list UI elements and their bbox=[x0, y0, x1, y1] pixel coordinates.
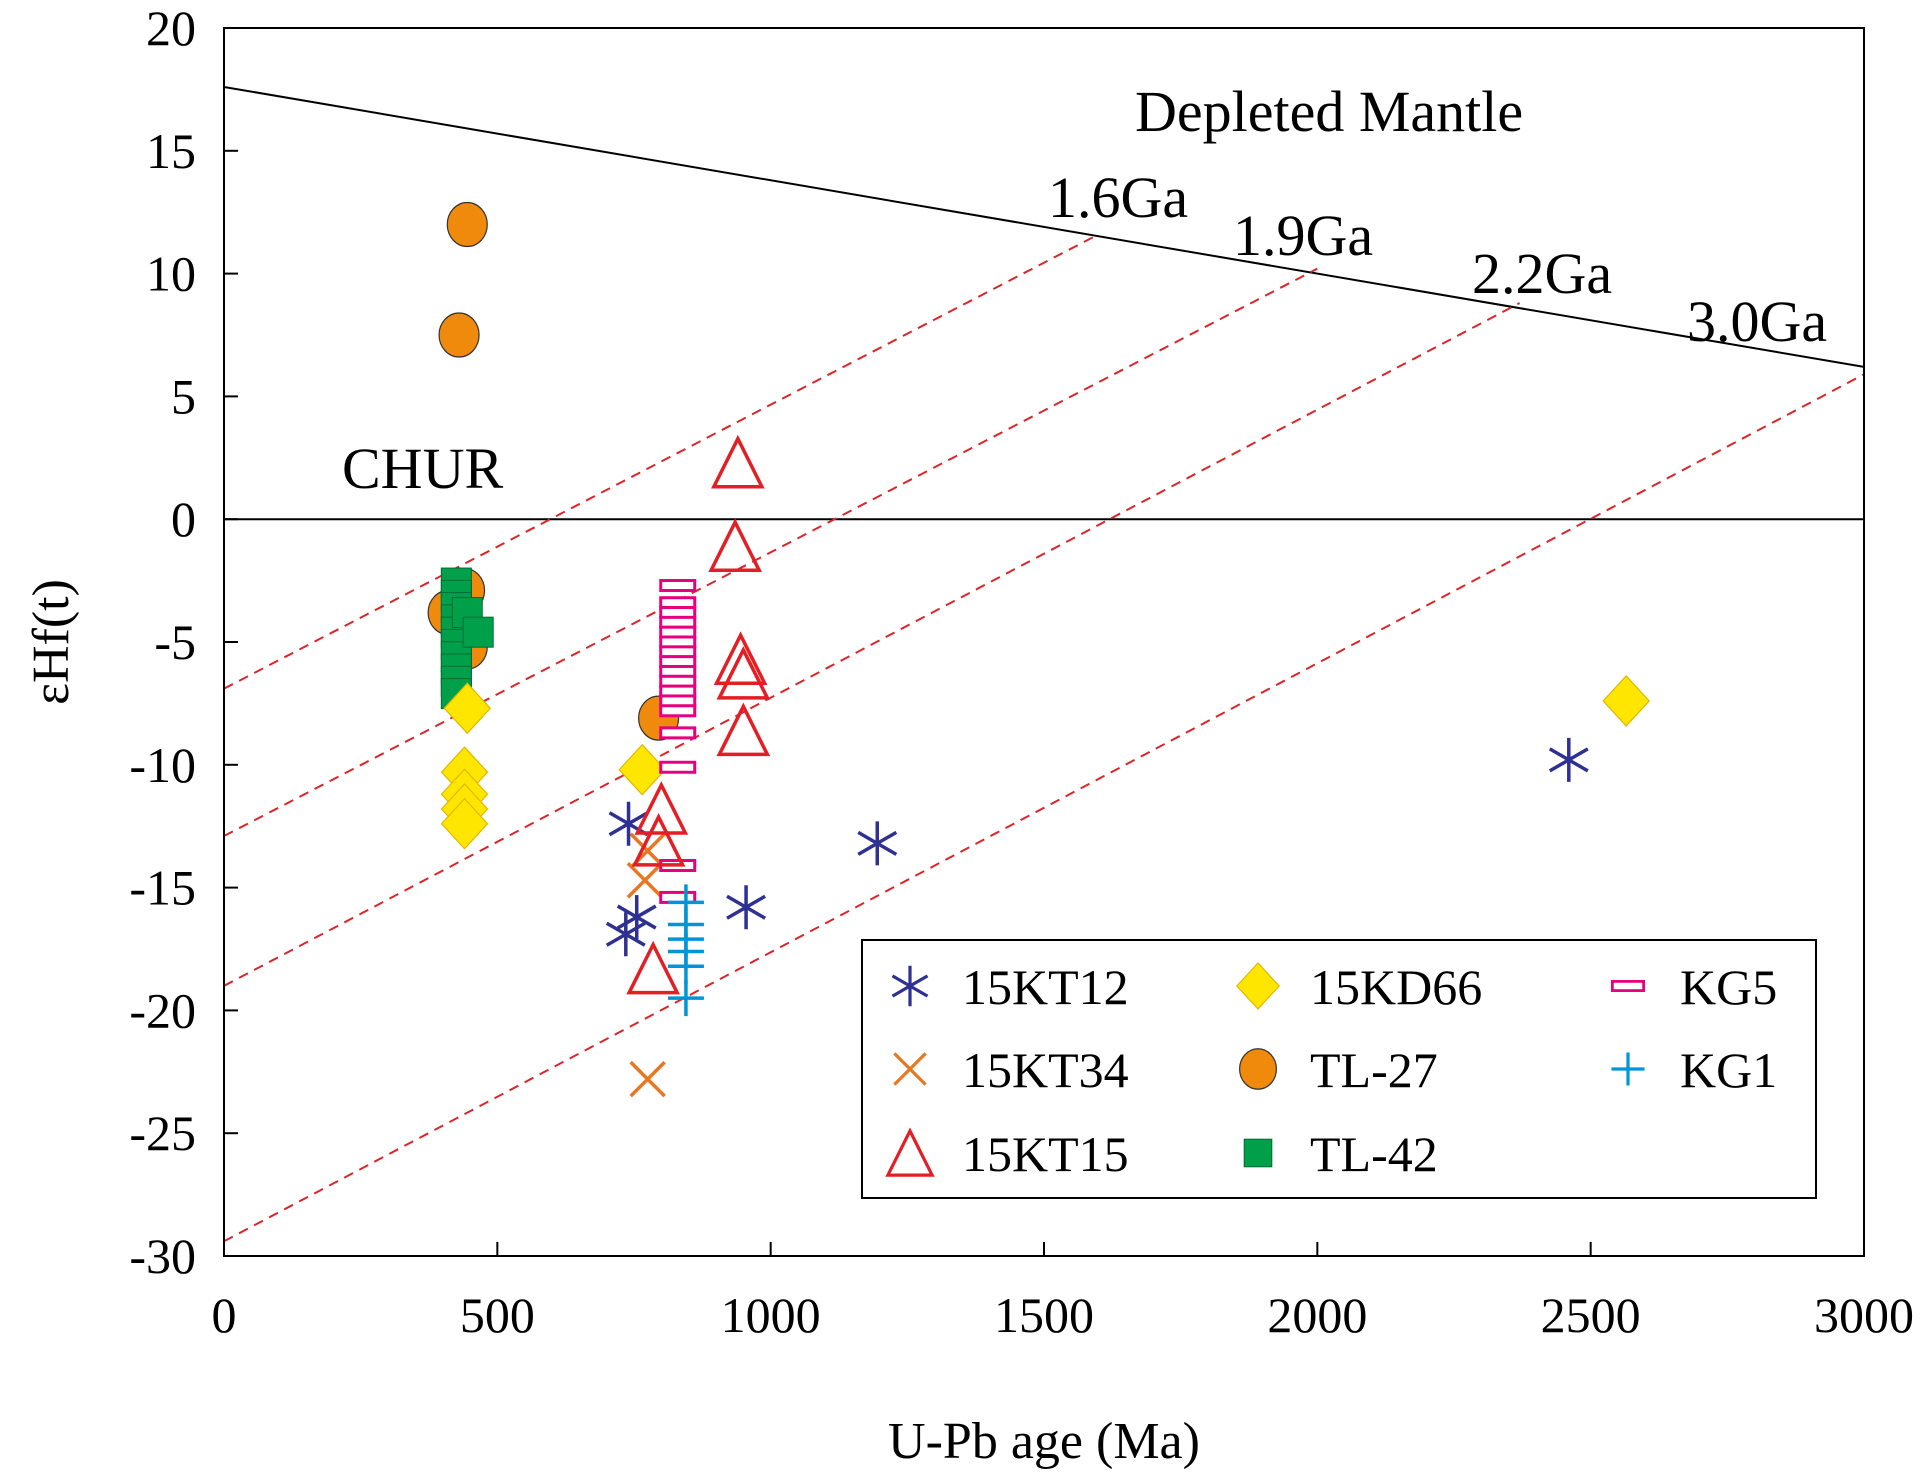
point-15kt15 bbox=[716, 646, 771, 700]
legend-marker-15kt34 bbox=[893, 1052, 927, 1086]
point-15kt12 bbox=[605, 912, 646, 957]
evolution-line-3-0ga bbox=[224, 373, 1864, 1243]
legend-marker-kg1 bbox=[1611, 1052, 1645, 1086]
y-tick-label: 15 bbox=[146, 123, 196, 179]
series-15kt12 bbox=[605, 737, 1589, 957]
point-15kt15 bbox=[711, 434, 765, 489]
legend-marker-tl-27 bbox=[1238, 1048, 1277, 1090]
point-kg5 bbox=[659, 760, 697, 774]
legend-label-15kt34: 15KT34 bbox=[962, 1042, 1129, 1098]
evolution-label-1-9ga: 1.9Ga bbox=[1233, 203, 1373, 268]
series-tl-42 bbox=[440, 567, 494, 710]
legend-item-kg1: KG1 bbox=[1611, 1042, 1777, 1098]
legend-item-tl-27: TL-27 bbox=[1238, 1042, 1438, 1098]
legend-label-tl-27: TL-27 bbox=[1310, 1042, 1438, 1098]
y-tick-label: 5 bbox=[171, 368, 196, 424]
legend-item-15kt34: 15KT34 bbox=[893, 1042, 1129, 1098]
legend-item-15kd66: 15KD66 bbox=[1236, 959, 1482, 1015]
x-tick-label: 1000 bbox=[721, 1287, 821, 1343]
legend-marker-15kd66 bbox=[1236, 962, 1280, 1010]
legend-item-kg5: KG5 bbox=[1610, 959, 1777, 1015]
evolution-line-2-2ga bbox=[224, 302, 1521, 987]
point-kg5 bbox=[659, 726, 697, 740]
point-15kt15 bbox=[713, 631, 768, 685]
point-15kt12 bbox=[1548, 737, 1589, 782]
legend-box bbox=[861, 939, 1817, 1199]
point-15kt34 bbox=[626, 861, 664, 899]
point-tl-27 bbox=[438, 312, 480, 358]
x-tick-label: 500 bbox=[460, 1287, 535, 1343]
point-15kt12 bbox=[857, 821, 898, 866]
evolution-line-1-6ga bbox=[224, 233, 1100, 690]
legend-label-15kt15: 15KT15 bbox=[962, 1126, 1129, 1182]
point-tl-42 bbox=[462, 616, 494, 648]
y-tick-label: -10 bbox=[129, 737, 196, 793]
depleted-mantle-label: Depleted Mantle bbox=[1135, 79, 1523, 144]
depleted-mantle-line bbox=[224, 85, 1864, 368]
y-tick-label: 10 bbox=[146, 246, 196, 302]
y-tick-label: -5 bbox=[154, 614, 196, 670]
y-tick-label: -30 bbox=[129, 1228, 196, 1284]
legend-marker-kg5 bbox=[1610, 980, 1646, 992]
point-15kt12 bbox=[616, 895, 657, 940]
point-15kd66 bbox=[618, 743, 667, 796]
evolution-label-3-0ga: 3.0Ga bbox=[1687, 289, 1827, 354]
x-tick-label: 3000 bbox=[1814, 1287, 1914, 1343]
legend-item-tl-42: TL-42 bbox=[1243, 1126, 1438, 1182]
x-tick-label: 1500 bbox=[994, 1287, 1094, 1343]
legend-label-15kt12: 15KT12 bbox=[962, 959, 1129, 1015]
evolution-label-2-2ga: 2.2Ga bbox=[1472, 241, 1612, 306]
legend-label-kg5: KG5 bbox=[1680, 959, 1777, 1015]
point-15kt15 bbox=[716, 702, 771, 757]
point-15kd66 bbox=[1602, 675, 1651, 727]
legend-label-tl-42: TL-42 bbox=[1310, 1126, 1438, 1182]
legend-item-15kt15: 15KT15 bbox=[885, 1126, 1129, 1182]
x-tick-label: 2500 bbox=[1541, 1287, 1641, 1343]
evolution-label-1-6ga: 1.6Ga bbox=[1048, 165, 1188, 230]
chur-label: CHUR bbox=[342, 436, 503, 501]
point-15kt15 bbox=[708, 518, 762, 572]
legend-label-kg1: KG1 bbox=[1680, 1042, 1777, 1098]
series-15kd66 bbox=[440, 675, 1651, 850]
evolution-line-1-9ga bbox=[224, 267, 1318, 837]
point-15kt12 bbox=[608, 801, 649, 846]
x-tick-label: 0 bbox=[212, 1287, 237, 1343]
point-15kd66 bbox=[443, 682, 492, 735]
point-kg5 bbox=[659, 704, 697, 718]
point-kg5 bbox=[659, 579, 697, 593]
point-15kt15 bbox=[634, 781, 689, 835]
legend-marker-15kt12 bbox=[891, 965, 929, 1007]
x-axis-title: U-Pb age (Ma) bbox=[888, 1413, 1200, 1470]
point-tl-27 bbox=[446, 201, 488, 248]
y-tick-label: -25 bbox=[129, 1105, 196, 1161]
point-15kt15 bbox=[626, 940, 680, 995]
y-tick-label: 0 bbox=[171, 491, 196, 547]
y-tick-label: -20 bbox=[129, 982, 196, 1038]
legend-label-15kd66: 15KD66 bbox=[1310, 959, 1482, 1015]
y-tick-label: -15 bbox=[129, 860, 196, 916]
point-15kd66 bbox=[440, 797, 489, 850]
point-15kt34 bbox=[629, 1060, 666, 1098]
x-tick-label: 2000 bbox=[1267, 1287, 1367, 1343]
point-kg1 bbox=[667, 980, 704, 1017]
series-15kt15 bbox=[626, 434, 771, 995]
point-15kt15 bbox=[631, 813, 686, 867]
point-15kt12 bbox=[726, 885, 766, 930]
y-axis-title: εHf(t) bbox=[23, 579, 80, 705]
point-kg1 bbox=[667, 948, 704, 985]
legend-item-15kt12: 15KT12 bbox=[891, 959, 1129, 1015]
legend-marker-tl-42 bbox=[1243, 1138, 1273, 1168]
y-tick-label: 20 bbox=[146, 0, 196, 56]
legend-marker-15kt15 bbox=[885, 1127, 935, 1177]
series-kg1 bbox=[667, 884, 704, 1017]
